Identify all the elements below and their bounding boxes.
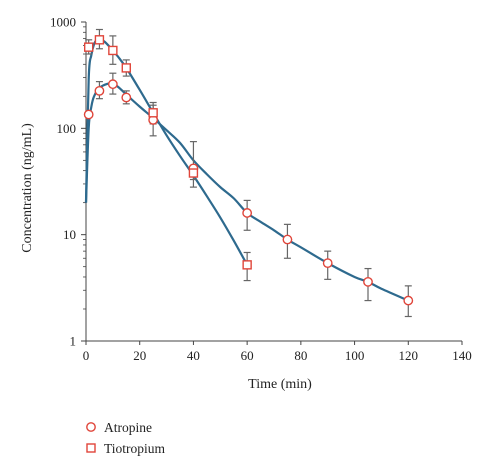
x-tick-label: 60 [241,348,254,363]
data-point-atropine [322,258,333,269]
x-tick-label: 80 [294,348,307,363]
data-point-atropine [282,234,293,245]
legend-item-atropine: Atropine [86,420,152,435]
y-tick-label: 10 [63,227,76,242]
x-tick-label: 140 [452,348,472,363]
data-point-atropine [94,85,105,96]
legend-marker-tiotropium [86,443,96,453]
data-point-tiotropium [188,168,199,178]
data-point-tiotropium [242,260,252,270]
legend-label-tiotropium: Tiotropium [104,441,166,456]
x-tick-label: 100 [345,348,365,363]
data-markers [83,35,414,306]
legend-marker-atropine [86,422,96,432]
data-point-tiotropium [83,42,94,52]
legend: Atropine Tiotropium [86,420,166,456]
x-tick-label: 120 [399,348,419,363]
error-bars [85,28,412,318]
data-point-tiotropium [148,108,158,118]
y-tick-label: 1000 [50,15,76,30]
y-axis-title: Concentration (ng/mL) [20,123,35,253]
data-point-atropine [242,208,253,218]
data-point-atropine [403,295,414,306]
x-tick-label: 0 [83,348,90,363]
y-tick-label: 1 [70,334,77,349]
legend-label-atropine: Atropine [104,420,152,435]
data-point-atropine [83,109,94,120]
y-tick-label: 100 [57,121,77,136]
data-point-atropine [107,79,118,90]
data-point-tiotropium [108,45,118,56]
data-point-atropine [363,276,373,287]
data-point-tiotropium [121,63,131,73]
data-point-atropine [121,92,132,103]
axes: 0 20 40 60 80 100 120 140 1 10 100 1000 [50,15,472,364]
x-tick-label: 40 [187,348,200,363]
data-point-tiotropium [94,35,105,45]
x-axis-title: Time (min) [248,377,312,392]
legend-item-tiotropium: Tiotropium [86,441,166,456]
x-tick-label: 20 [133,348,146,363]
